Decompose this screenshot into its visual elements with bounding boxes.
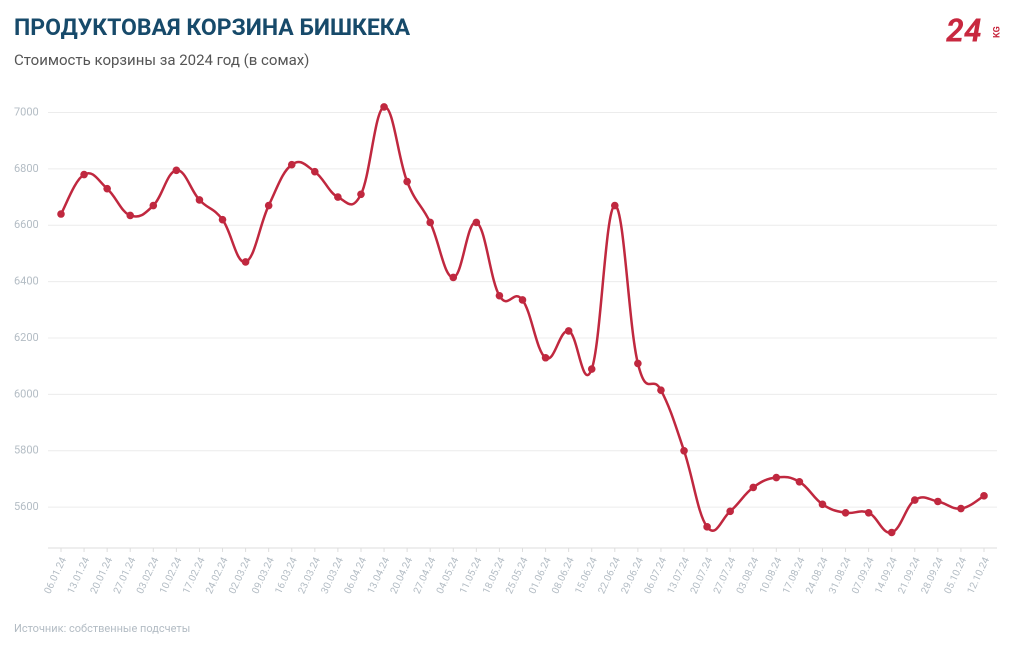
- logo-suffix: KG: [992, 26, 1002, 38]
- point: [495, 291, 504, 300]
- y-tick-label: 6800: [14, 162, 39, 175]
- point: [795, 477, 804, 486]
- x-tick-label: 27.01.24: [112, 555, 139, 595]
- point: [818, 500, 827, 509]
- x-tick-label: 13.07.24: [666, 555, 693, 595]
- x-tick-label: 28.09.24: [920, 555, 947, 595]
- y-tick-label: 6200: [14, 331, 39, 344]
- x-tick-label: 06.01.24: [43, 555, 70, 595]
- point: [634, 359, 642, 368]
- point: [980, 492, 988, 500]
- x-tick-label: 22.06.24: [596, 555, 623, 595]
- x-tick-label: 06.07.24: [643, 555, 670, 595]
- x-tick-label: 10.08.24: [758, 555, 785, 595]
- x-tick-label: 20.01.24: [89, 555, 116, 595]
- point: [657, 386, 665, 394]
- point: [264, 201, 273, 210]
- x-tick-label: 06.04.24: [343, 555, 370, 595]
- point: [241, 258, 250, 266]
- x-tick-label: 14.09.24: [873, 555, 900, 595]
- y-tick-label: 6400: [14, 275, 39, 288]
- x-tick-label: 08.06.24: [550, 555, 577, 595]
- point: [611, 201, 619, 210]
- point: [910, 496, 919, 504]
- point: [311, 167, 319, 176]
- x-tick-label: 12.10.24: [966, 555, 993, 595]
- y-tick-label: 5600: [14, 500, 39, 513]
- chart-title: ПРОДУКТОВАЯ КОРЗИНА БИШКЕКА: [14, 14, 411, 41]
- x-tick-label: 27.04.24: [412, 555, 439, 595]
- x-tick-label: 29.06.24: [620, 555, 647, 595]
- x-tick-label: 01.06.24: [527, 555, 554, 595]
- point: [126, 211, 135, 220]
- line: [59, 105, 985, 534]
- y-tick-label: 7000: [14, 105, 39, 118]
- point: [541, 353, 550, 362]
- x-tick-label: 09.03.24: [250, 555, 277, 595]
- y-tick-label: 5800: [14, 444, 39, 457]
- x-tick-label: 27.07.24: [712, 555, 739, 595]
- point: [864, 508, 873, 517]
- x-tick-label: 21.09.24: [896, 555, 923, 595]
- x-tick-label: 02.03.24: [227, 555, 254, 595]
- x-tick-label: 20.04.24: [389, 555, 416, 595]
- point: [218, 215, 227, 224]
- x-tick-label: 03.08.24: [735, 555, 762, 595]
- x-tick-label: 16.03.24: [273, 555, 300, 595]
- point: [287, 160, 296, 169]
- x-tick-label: 20.07.24: [689, 555, 716, 595]
- source-note: Источник: собственные подсчеты: [14, 622, 190, 635]
- x-tick-label: 31.08.24: [827, 555, 854, 595]
- point: [172, 166, 181, 175]
- point: [380, 103, 388, 111]
- x-tick-label: 13.04.24: [366, 555, 393, 595]
- x-tick-label: 24.02.24: [204, 555, 231, 595]
- chart-subtitle: Стоимость корзины за 2024 год (в сомах): [14, 51, 309, 69]
- point: [472, 218, 481, 227]
- point: [772, 473, 781, 482]
- x-tick-label: 15.06.24: [573, 555, 600, 595]
- point: [57, 210, 65, 218]
- x-tick-label: 25.05.24: [504, 555, 531, 595]
- point: [518, 296, 527, 304]
- point: [334, 193, 342, 201]
- y-tick-label: 6600: [14, 218, 39, 231]
- point: [749, 483, 758, 492]
- point: [934, 497, 942, 506]
- x-tick-label: 17.02.24: [181, 555, 208, 595]
- point: [957, 504, 965, 513]
- point: [149, 201, 158, 210]
- x-tick-label: 10.02.24: [158, 555, 185, 595]
- x-tick-label: 30.03.24: [320, 555, 347, 595]
- x-tick-label: 11.05.24: [458, 555, 485, 595]
- point: [680, 446, 688, 455]
- point: [887, 528, 896, 537]
- point: [703, 523, 711, 531]
- point: [726, 507, 734, 516]
- x-tick-label: 23.03.24: [296, 555, 323, 595]
- point: [357, 190, 365, 199]
- point: [841, 508, 850, 517]
- x-tick-label: 24.08.24: [804, 555, 831, 595]
- x-tick-label: 05.10.24: [943, 555, 970, 595]
- point: [564, 327, 573, 335]
- point: [80, 170, 88, 179]
- point: [426, 218, 435, 227]
- x-tick-label: 18.05.24: [481, 555, 508, 595]
- point: [449, 273, 458, 282]
- x-tick-label: 13.01.24: [66, 555, 93, 595]
- point: [587, 365, 596, 373]
- point: [195, 196, 204, 204]
- point: [103, 184, 111, 193]
- x-tick-label: 04.05.24: [435, 555, 462, 595]
- x-tick-label: 07.09.24: [850, 555, 877, 595]
- logo: 24: [946, 11, 982, 49]
- x-tick-label: 17.08.24: [781, 555, 808, 595]
- y-tick-label: 6000: [14, 387, 39, 400]
- point: [403, 177, 411, 186]
- x-tick-label: 03.02.24: [135, 555, 162, 595]
